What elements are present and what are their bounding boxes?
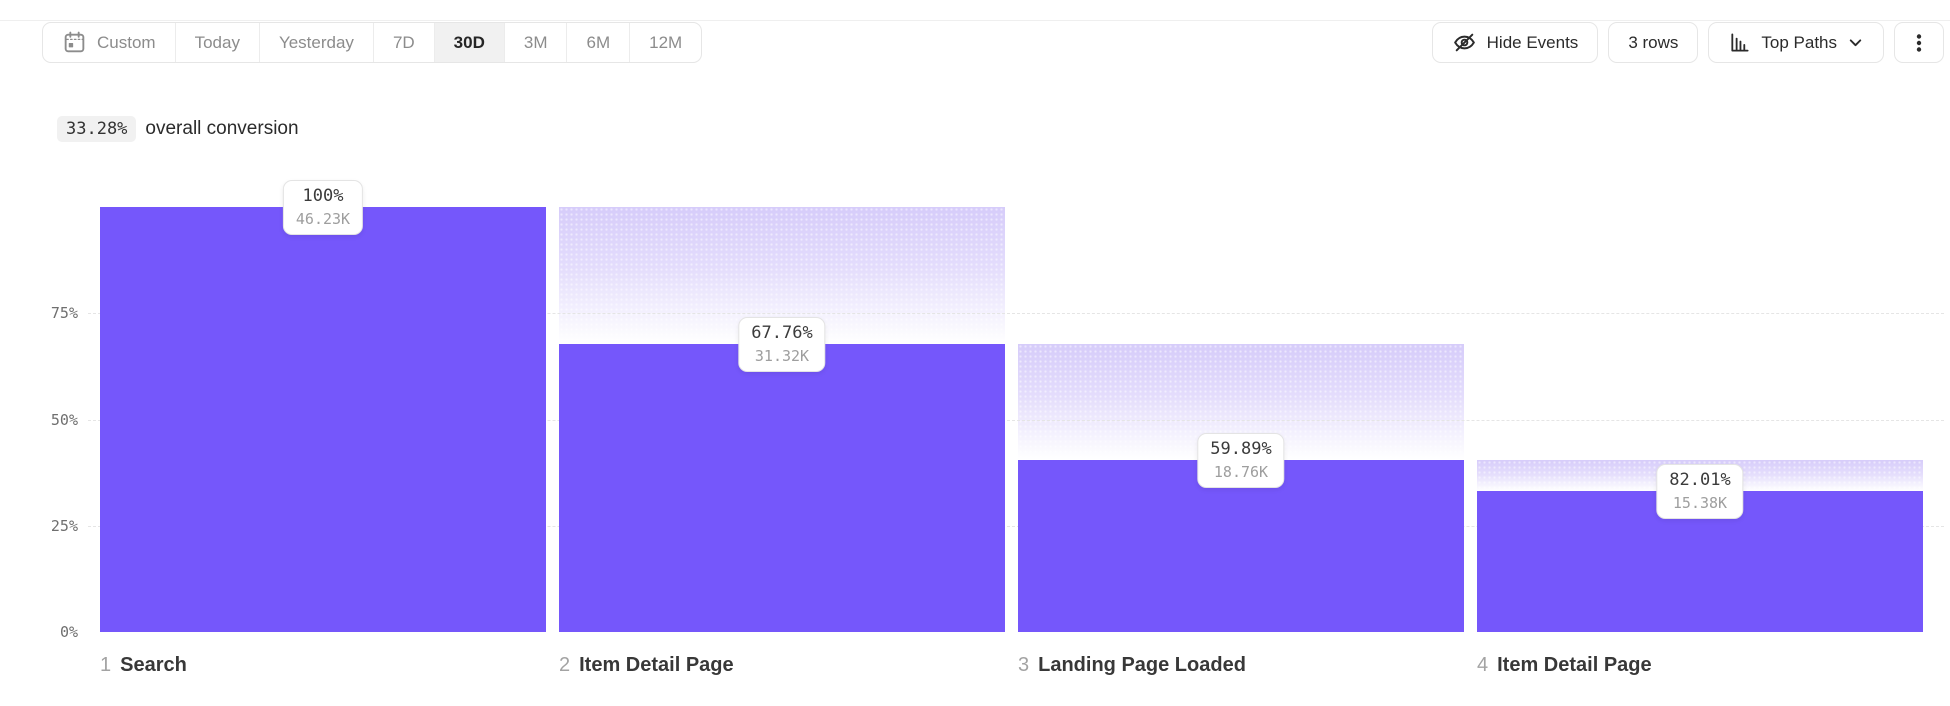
step-count: 18.76K: [1213, 462, 1269, 481]
overall-conversion: 33.28% overall conversion: [57, 116, 299, 142]
step-count: 15.38K: [1672, 493, 1728, 512]
step-label-4: 4 Item Detail Page: [1477, 654, 1652, 677]
conversion-percent: 82.01%: [1669, 469, 1731, 490]
step-number: 1: [100, 654, 112, 676]
step-number: 2: [559, 654, 571, 676]
chevron-down-icon: [1847, 34, 1864, 51]
rows-button[interactable]: 3 rows: [1608, 22, 1699, 63]
date-range-label: 12M: [649, 32, 683, 52]
overflow-menu-button[interactable]: [1894, 22, 1944, 63]
step-label-1: 1 Search: [100, 654, 187, 677]
date-range-12m[interactable]: 12M: [630, 23, 701, 62]
date-range-30d[interactable]: 30D: [434, 23, 505, 62]
gridline-25%: [88, 525, 1944, 527]
step-number: 3: [1018, 654, 1030, 676]
funnel-step-bar-2[interactable]: 67.76% 31.32K: [559, 207, 1005, 632]
calendar-icon: [62, 30, 87, 55]
date-range-yesterday[interactable]: Yesterday: [260, 23, 374, 62]
funnel-chart: 75% 50% 25% 0% 1 Search 100% 46.23K 2 Item Detail…: [51, 180, 1944, 676]
date-range-today[interactable]: Today: [176, 23, 260, 62]
date-range-label: 7D: [392, 32, 415, 52]
step-number: 4: [1477, 654, 1489, 676]
date-range-label: 3M: [523, 32, 548, 52]
funnel-step-bar-3[interactable]: 59.89% 18.76K: [1018, 207, 1464, 632]
y-axis-label: 50%: [50, 410, 78, 429]
kebab-icon: [1909, 30, 1929, 56]
date-range-7d[interactable]: 7D: [374, 23, 435, 62]
conversion-percent: 100%: [302, 186, 344, 206]
step-count: 46.23K: [295, 210, 351, 228]
conversion-percent: 59.89%: [1210, 438, 1272, 459]
date-range-label: Yesterday: [278, 32, 354, 52]
header-divider: [0, 20, 1950, 21]
hide-events-button[interactable]: Hide Events: [1431, 22, 1599, 63]
hide-events-label: Hide Events: [1486, 32, 1579, 52]
gridline-50%: [88, 419, 1944, 421]
date-range-label: 6M: [586, 32, 611, 52]
step-count: 31.32K: [754, 347, 810, 366]
converted-bar[interactable]: [100, 207, 546, 632]
bar-value-badge: 82.01% 15.38K: [1656, 463, 1744, 519]
y-axis-label: 75%: [50, 304, 78, 323]
bar-chart-icon: [1728, 31, 1751, 54]
toolbar-right-group: Hide Events 3 rows Top Paths: [1431, 22, 1944, 63]
converted-bar[interactable]: [559, 344, 1005, 632]
conversion-value-badge: 33.28%: [57, 116, 137, 142]
top-paths-label: Top Paths: [1761, 32, 1837, 52]
top-paths-button[interactable]: Top Paths: [1708, 22, 1884, 63]
date-range-6m[interactable]: 6M: [567, 23, 631, 62]
step-name: Search: [120, 654, 187, 676]
eye-off-icon: [1452, 30, 1477, 55]
toolbar: Custom Today Yesterday 7D 30D 3M 6M 12M Hide Ev…: [42, 22, 1944, 63]
funnel-step-bar-1[interactable]: 100% 46.23K: [100, 180, 546, 632]
gridline-75%: [88, 313, 1944, 315]
conversion-percent: 67.76%: [751, 323, 813, 344]
rows-label: 3 rows: [1628, 32, 1679, 52]
date-range-selector: Custom Today Yesterday 7D 30D 3M 6M 12M: [42, 22, 703, 63]
converted-bar[interactable]: [1018, 459, 1464, 632]
bar-value-badge: 100% 46.23K: [282, 180, 364, 235]
bar-value-badge: 59.89% 18.76K: [1197, 432, 1285, 488]
date-range-custom[interactable]: Custom: [43, 23, 176, 62]
y-axis-label: 0%: [59, 623, 78, 641]
conversion-text: overall conversion: [145, 118, 299, 139]
step-label-3: 3 Landing Page Loaded: [1018, 654, 1246, 677]
bar-value-badge: 67.76% 31.32K: [738, 317, 826, 373]
step-label-2: 2 Item Detail Page: [559, 654, 734, 677]
step-name: Landing Page Loaded: [1038, 654, 1246, 676]
date-range-3m[interactable]: 3M: [505, 23, 568, 62]
funnel-step-bar-4[interactable]: 82.01% 15.38K: [1477, 207, 1923, 632]
y-axis-label: 25%: [50, 516, 78, 535]
step-name: Item Detail Page: [1497, 654, 1652, 676]
date-range-label: 30D: [453, 32, 485, 52]
date-range-label: Custom: [97, 32, 156, 52]
date-range-label: Today: [194, 32, 240, 52]
step-name: Item Detail Page: [579, 654, 734, 676]
